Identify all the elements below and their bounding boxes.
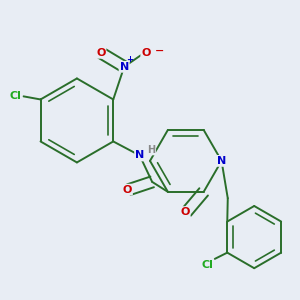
Text: +: + bbox=[126, 55, 133, 64]
Text: O: O bbox=[180, 207, 190, 217]
Text: Cl: Cl bbox=[201, 260, 213, 270]
Text: H: H bbox=[148, 145, 156, 155]
Text: N: N bbox=[217, 156, 226, 166]
Text: O: O bbox=[123, 185, 132, 195]
Text: Cl: Cl bbox=[10, 91, 22, 101]
Text: O: O bbox=[96, 48, 106, 58]
Text: −: − bbox=[154, 46, 164, 56]
Text: N: N bbox=[119, 62, 129, 72]
Text: N: N bbox=[135, 150, 144, 161]
Text: O: O bbox=[141, 48, 151, 58]
